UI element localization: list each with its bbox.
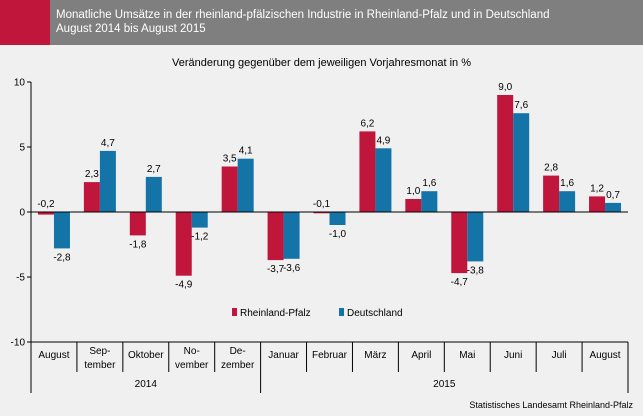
chart-header-title: Monatliche Umsätze in der rheinland-pfäl… — [56, 8, 636, 36]
data-label: -2,8 — [53, 252, 71, 263]
y-tick-label: -10 — [11, 338, 26, 349]
data-label: 6,2 — [360, 118, 374, 129]
data-label: 1,6 — [560, 178, 574, 189]
data-label: 3,5 — [223, 154, 237, 165]
data-label: 2,8 — [544, 163, 558, 174]
chart-subtitle: Veränderung gegenüber dem jeweiligen Vor… — [171, 57, 472, 69]
bar-deutschland — [283, 212, 300, 259]
x-tick-label: Januar — [268, 350, 299, 361]
header-accent-bar — [0, 0, 50, 45]
x-tick-label: August — [589, 350, 620, 361]
chart-header — [0, 0, 643, 45]
legend-label-rheinland-pfalz: Rheinland-Pfalz — [240, 308, 311, 319]
data-label: 4,7 — [101, 138, 115, 149]
y-tick-label: -5 — [16, 273, 25, 284]
bar-deutschland — [375, 148, 392, 212]
x-tick-label: Februar — [312, 350, 348, 361]
x-tick-label: August — [38, 350, 69, 361]
legend-label-deutschland: Deutschland — [347, 308, 403, 319]
x-tick-label: Sep- — [89, 346, 110, 357]
bar-deutschland — [513, 113, 530, 212]
data-label: -0,1 — [313, 199, 331, 210]
year-label: 2014 — [135, 379, 158, 390]
y-tick-label: 5 — [19, 143, 25, 154]
data-label: 4,9 — [376, 135, 390, 146]
data-label: 4,1 — [239, 146, 253, 157]
bar-deutschland — [329, 212, 346, 225]
data-label: 7,6 — [514, 100, 528, 111]
data-label: -4,9 — [175, 280, 193, 291]
bar-rheinland-pfalz — [405, 199, 422, 212]
data-label: -1,2 — [191, 232, 209, 243]
bar-deutschland — [99, 150, 116, 212]
bar-rheinland-pfalz — [175, 212, 192, 276]
data-label: 2,3 — [85, 169, 99, 180]
data-label: -1,0 — [329, 229, 347, 240]
x-tick-label: De- — [230, 346, 246, 357]
y-tick-label: 0 — [19, 208, 25, 219]
x-tick-label: tember — [84, 360, 116, 371]
bar-rheinland-pfalz — [451, 212, 468, 274]
data-label: -1,8 — [129, 239, 147, 250]
data-label: 1,2 — [590, 183, 604, 194]
bar-deutschland — [421, 191, 438, 212]
bar-deutschland — [559, 191, 576, 212]
bar-deutschland — [53, 212, 70, 249]
x-tick-label: Juni — [504, 350, 522, 361]
data-label: 1,0 — [406, 186, 420, 197]
bar-rheinland-pfalz — [221, 166, 238, 212]
header-title-line2: August 2014 bis August 2015 — [56, 23, 206, 35]
x-tick-label: März — [364, 350, 386, 361]
data-label: 0,7 — [606, 190, 620, 201]
y-tick-label: 10 — [14, 78, 26, 89]
header-title-line1: Monatliche Umsätze in der rheinland-pfäl… — [56, 9, 550, 21]
x-tick-label: No- — [184, 346, 200, 357]
data-label: -3,7 — [267, 264, 285, 275]
bar-rheinland-pfalz — [313, 212, 330, 214]
x-tick-label: Mai — [459, 350, 475, 361]
bar-deutschland — [191, 212, 208, 228]
bar-rheinland-pfalz — [497, 95, 514, 212]
x-tick-label: vember — [175, 360, 209, 371]
bar-rheinland-pfalz — [359, 131, 376, 212]
bar-rheinland-pfalz — [129, 212, 146, 236]
bar-deutschland — [237, 158, 254, 212]
data-label: -3,8 — [467, 265, 485, 276]
bar-rheinland-pfalz — [37, 212, 54, 215]
x-tick-label: zember — [221, 360, 255, 371]
year-label: 2015 — [433, 379, 456, 390]
bar-deutschland — [467, 212, 484, 262]
bar-rheinland-pfalz — [543, 175, 560, 212]
data-label: -3,6 — [283, 263, 301, 274]
data-label: 9,0 — [498, 82, 512, 93]
bar-rheinland-pfalz — [267, 212, 284, 261]
bar-rheinland-pfalz — [589, 196, 606, 212]
bar-deutschland — [145, 176, 162, 212]
bar-rheinland-pfalz — [83, 182, 100, 212]
data-label: -4,7 — [451, 277, 469, 288]
x-tick-label: Oktober — [128, 350, 164, 361]
x-tick-label: Juli — [552, 350, 567, 361]
bar-deutschland — [605, 202, 622, 212]
data-label: -0,2 — [37, 199, 55, 210]
data-label: 2,7 — [147, 164, 161, 175]
x-tick-label: April — [411, 350, 431, 361]
legend-swatch-deutschland — [339, 308, 344, 316]
source-credit: Statistisches Landesamt Rheinland-Pfalz — [469, 400, 633, 410]
legend-swatch-rheinland-pfalz — [232, 308, 237, 316]
data-label: 1,6 — [422, 178, 436, 189]
